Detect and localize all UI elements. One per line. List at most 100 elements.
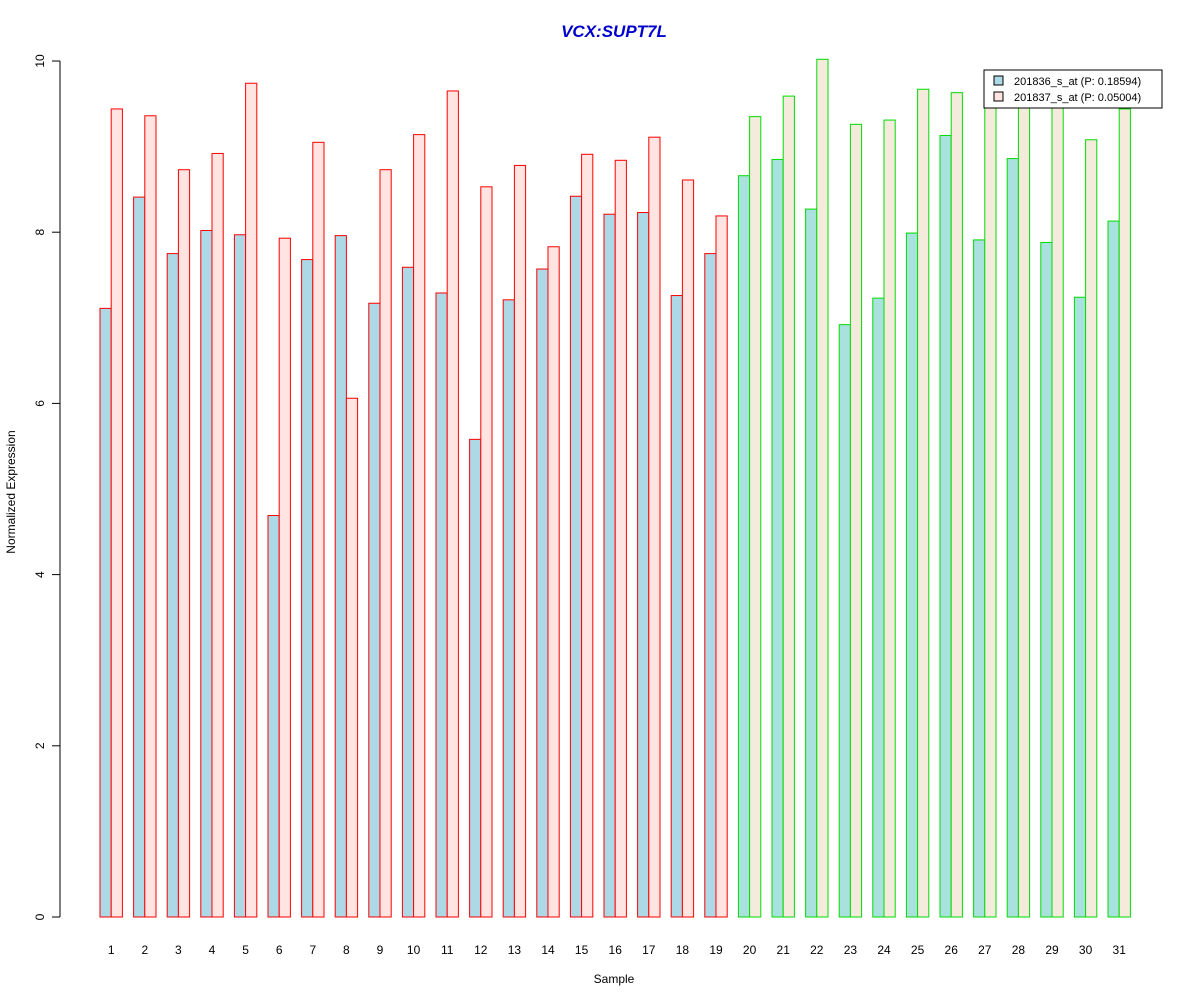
x-tick-label-8: 8 [343, 943, 350, 957]
bar-sample-14-series-2 [547, 246, 560, 918]
bar-sample-21-series-1 [771, 158, 784, 918]
bar-sample-2-series-2 [144, 115, 157, 918]
bar-sample-25-series-1 [905, 232, 919, 918]
bar-sample-26-series-1 [939, 134, 952, 918]
bar-sample-19-series-1 [704, 253, 717, 918]
x-tick-label-30: 30 [1079, 943, 1093, 957]
x-tick-label-11: 11 [441, 943, 454, 957]
bar-sample-1-series-1 [99, 307, 112, 918]
bar-sample-7-series-2 [312, 141, 325, 918]
x-axis-label: Sample [594, 972, 635, 986]
bar-sample-19-series-2 [715, 215, 728, 918]
y-axis-label: Normalized Expression [4, 430, 18, 553]
bar-sample-12-series-2 [480, 186, 493, 918]
x-tick-label-17: 17 [642, 943, 656, 957]
bar-sample-11-series-2 [446, 90, 459, 918]
x-tick-label-1: 1 [108, 943, 115, 957]
y-tick-label-4: 8 [33, 229, 47, 236]
x-tick-label-21: 21 [777, 943, 791, 957]
x-tick-label-28: 28 [1012, 943, 1026, 957]
y-tick-label-5: 10 [33, 54, 47, 68]
x-tick-label-19: 19 [709, 943, 723, 957]
bar-sample-25-series-2 [917, 88, 930, 918]
x-tick-label-26: 26 [945, 943, 959, 957]
bar-sample-10-series-2 [413, 134, 426, 918]
legend-box [983, 69, 1163, 109]
x-tick-label-27: 27 [978, 943, 992, 957]
bar-sample-15-series-1 [569, 195, 583, 918]
y-tick-label-2: 4 [33, 571, 47, 578]
bars-group [99, 58, 1131, 918]
bar-sample-28-series-1 [1006, 158, 1019, 918]
bar-sample-5-series-1 [233, 234, 247, 918]
bar-sample-24-series-2 [883, 119, 896, 918]
x-tick-label-12: 12 [474, 943, 488, 957]
bar-sample-7-series-1 [301, 259, 314, 918]
chart-title: VCX:SUPT7L [561, 22, 667, 41]
bar-sample-4-series-2 [211, 152, 224, 918]
bar-sample-18-series-1 [670, 295, 683, 918]
bar-sample-23-series-1 [838, 324, 851, 918]
bar-sample-16-series-2 [614, 159, 627, 918]
x-tick-label-3: 3 [175, 943, 182, 957]
bar-sample-23-series-2 [849, 123, 863, 918]
x-tick-label-29: 29 [1045, 943, 1059, 957]
x-tick-label-10: 10 [407, 943, 421, 957]
bar-sample-22-series-1 [805, 208, 818, 918]
bar-sample-27-series-1 [973, 239, 986, 918]
x-tick-label-9: 9 [377, 943, 384, 957]
bar-sample-15-series-2 [581, 153, 594, 918]
x-axis-tick-labels: 1 2 3 4 5 6 7 8 9 10 11 12 13 14 15 16 17 18 19 20 21 22 23 24 2… [108, 943, 1126, 957]
x-tick-label-23: 23 [844, 943, 858, 957]
legend: 201836_s_at (P: 0.18594) 201837_s_at (P:… [983, 69, 1163, 109]
bar-sample-6-series-1 [267, 515, 280, 918]
x-tick-label-5: 5 [242, 943, 249, 957]
bar-sample-31-series-2 [1118, 108, 1131, 918]
legend-swatch-series-2 [993, 91, 1004, 102]
bar-sample-10-series-1 [401, 266, 415, 918]
legend-swatch-series-1 [993, 75, 1004, 86]
bar-sample-26-series-2 [950, 92, 963, 918]
bar-sample-17-series-1 [637, 212, 650, 918]
bar-sample-9-series-2 [379, 169, 392, 918]
bar-sample-28-series-2 [1017, 93, 1031, 918]
bar-sample-13-series-2 [513, 164, 527, 918]
bar-sample-24-series-1 [872, 297, 885, 918]
x-tick-label-13: 13 [508, 943, 522, 957]
bar-sample-2-series-1 [133, 196, 146, 918]
bar-sample-18-series-2 [681, 179, 695, 918]
bar-sample-6-series-2 [278, 237, 291, 918]
y-axis-ticks: 0 2 4 6 8 10 [33, 54, 60, 920]
bar-sample-5-series-2 [245, 82, 258, 918]
legend-label-series-2: 201837_s_at (P: 0.05004) [1014, 92, 1141, 104]
x-tick-label-7: 7 [309, 943, 316, 957]
x-tick-label-14: 14 [541, 943, 555, 957]
bar-sample-21-series-2 [782, 95, 795, 918]
x-tick-label-25: 25 [911, 943, 925, 957]
bar-sample-30-series-2 [1085, 139, 1098, 918]
bar-sample-31-series-1 [1107, 220, 1120, 918]
x-tick-label-2: 2 [141, 943, 148, 957]
bar-sample-1-series-2 [110, 108, 123, 918]
x-tick-label-31: 31 [1113, 943, 1127, 957]
bar-sample-4-series-1 [200, 229, 213, 918]
x-tick-label-16: 16 [609, 943, 623, 957]
bar-sample-17-series-2 [648, 136, 661, 918]
x-tick-label-4: 4 [209, 943, 216, 957]
bar-sample-30-series-1 [1073, 296, 1087, 918]
bar-sample-27-series-2 [984, 94, 997, 918]
bar-sample-16-series-1 [603, 213, 616, 918]
bar-sample-29-series-1 [1040, 241, 1053, 918]
bar-sample-3-series-2 [177, 169, 191, 918]
bar-sample-9-series-1 [368, 302, 381, 918]
y-tick-label-3: 6 [33, 400, 47, 407]
legend-label-series-1: 201836_s_at (P: 0.18594) [1014, 76, 1141, 88]
bar-sample-14-series-1 [536, 268, 549, 918]
bar-sample-3-series-1 [166, 253, 179, 918]
bar-sample-13-series-1 [502, 299, 515, 918]
x-tick-label-20: 20 [743, 943, 757, 957]
bar-sample-8-series-1 [334, 235, 347, 918]
bar-sample-8-series-2 [345, 397, 359, 918]
x-tick-label-22: 22 [810, 943, 824, 957]
